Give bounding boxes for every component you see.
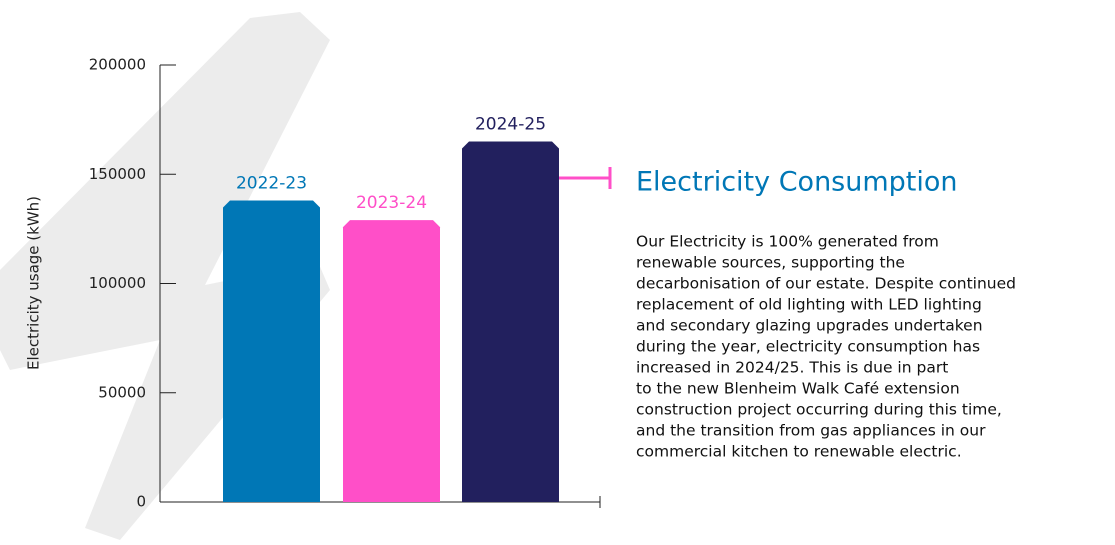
y-tick-label: 0: [136, 493, 146, 511]
panel-line: renewable sources, supporting the: [636, 254, 905, 272]
panel-line: increased in 2024/25. This is due in par…: [636, 359, 948, 377]
y-axis-label: Electricity usage (kWh): [25, 196, 43, 370]
panel-line: and secondary glazing upgrades undertake…: [636, 317, 983, 335]
panel-line: commercial kitchen to renewable electric…: [636, 443, 962, 461]
panel-line: decarbonisation of our estate. Despite c…: [636, 275, 1016, 293]
panel-line: and the transition from gas appliances i…: [636, 422, 986, 440]
panel-body: Our Electricity is 100% generated from re…: [636, 233, 1016, 461]
bar: [462, 141, 559, 502]
y-tick-label: 100000: [89, 274, 146, 292]
panel-line: construction project occurring during th…: [636, 401, 1002, 419]
bar: [223, 200, 320, 502]
y-tick-label: 50000: [98, 383, 146, 401]
bar-label: 2023-24: [356, 193, 427, 213]
panel-line: to the new Blenheim Walk Café extension: [636, 380, 960, 398]
bar-label: 2024-25: [475, 114, 546, 134]
panel-line: during the year, electricity consumption…: [636, 338, 980, 356]
panel-title: Electricity Consumption: [636, 167, 958, 198]
y-tick-label: 200000: [89, 56, 146, 74]
panel-line: Our Electricity is 100% generated from: [636, 233, 939, 251]
bar: [343, 220, 440, 502]
y-tick-label: 150000: [89, 165, 146, 183]
panel-line: replacement of old lighting with LED lig…: [636, 296, 982, 314]
background-bolt: [0, 12, 330, 540]
bar-label: 2022-23: [236, 173, 307, 193]
